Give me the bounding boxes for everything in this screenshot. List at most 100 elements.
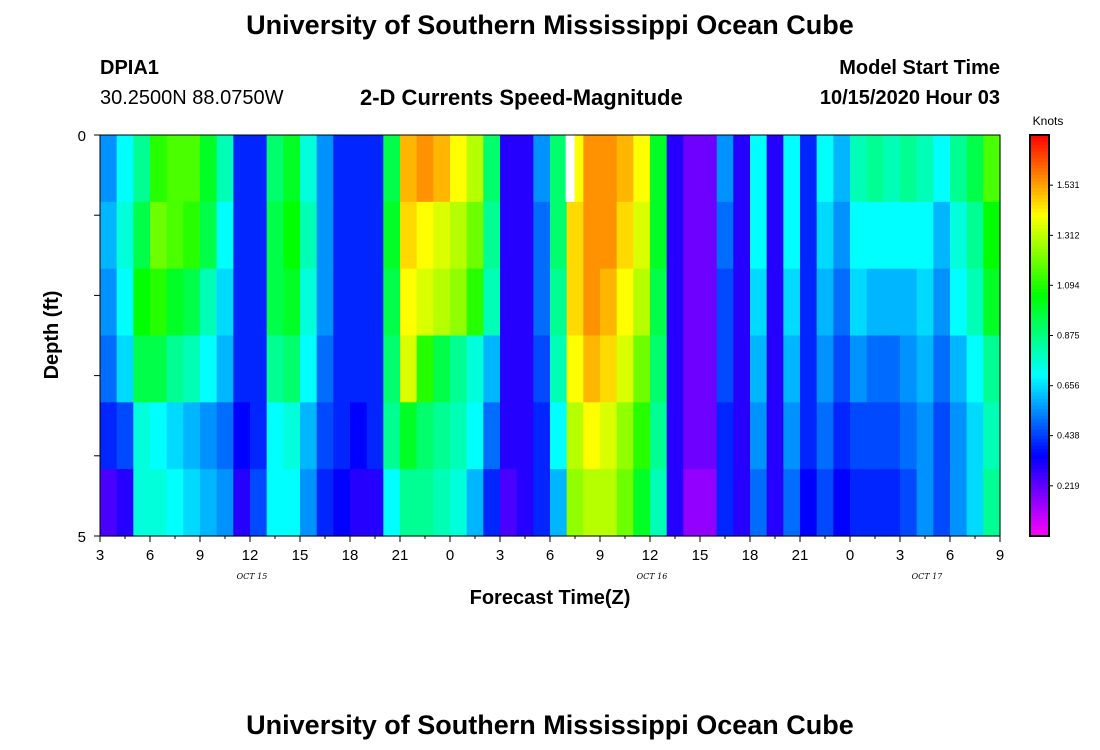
- heatmap-cell: [850, 402, 868, 470]
- colorbar-segment: [1030, 178, 1049, 183]
- heatmap-cell: [333, 335, 351, 403]
- colorbar-segment: [1030, 485, 1049, 490]
- colorbar-tick-label: 0.438: [1057, 431, 1080, 441]
- heatmap-cell: [983, 201, 1001, 270]
- heatmap-cell: [283, 201, 301, 270]
- heatmap-cell: [100, 335, 118, 403]
- colorbar-segment: [1030, 409, 1049, 413]
- x-tick-label: 18: [742, 547, 759, 564]
- colorbar-segment: [1030, 265, 1049, 270]
- heatmap-cell: [716, 402, 734, 470]
- x-tick-label: 9: [996, 547, 1004, 564]
- heatmap-cell: [500, 402, 518, 470]
- colorbar-segment: [1030, 221, 1049, 226]
- heatmap-cell: [950, 335, 968, 403]
- colorbar-segment: [1030, 165, 1049, 170]
- heatmap-cell: [433, 135, 451, 203]
- heatmap-cell: [233, 268, 251, 337]
- heatmap-cell: [283, 335, 301, 403]
- colorbar-segment: [1030, 135, 1049, 139]
- colorbar-segment: [1030, 372, 1049, 377]
- colorbar-segment: [1030, 492, 1049, 497]
- colorbar-segment: [1030, 469, 1049, 474]
- heatmap-cell: [233, 335, 251, 403]
- heatmap-cell: [816, 268, 834, 337]
- heatmap-cell: [583, 268, 601, 337]
- heatmap-cell: [633, 201, 651, 270]
- heatmap-cell: [666, 201, 684, 270]
- heatmap-cell: [933, 135, 951, 203]
- colorbar-segment: [1030, 479, 1049, 484]
- heatmap-cell: [883, 402, 901, 470]
- heatmap-cell: [383, 402, 401, 470]
- heatmap-cell: [500, 135, 518, 203]
- heatmap-cell: [100, 201, 118, 270]
- heatmap-cell: [666, 268, 684, 337]
- heatmap-cell: [183, 335, 201, 403]
- date-label: OCT 15: [237, 572, 268, 581]
- heatmap-cell: [800, 268, 818, 337]
- heatmap-cell: [950, 268, 968, 337]
- colorbar-segment: [1030, 342, 1049, 347]
- heatmap-cell: [633, 469, 651, 537]
- heatmap-cell: [716, 135, 734, 203]
- heatmap-cell: [350, 268, 368, 337]
- heatmap-cell: [333, 201, 351, 270]
- colorbar-segment: [1030, 519, 1049, 524]
- heatmap-cell: [833, 268, 851, 337]
- heatmap-cell: [433, 469, 451, 537]
- heatmap-cell: [350, 402, 368, 470]
- heatmap-cell: [783, 469, 801, 537]
- heatmap-cell: [783, 335, 801, 403]
- heatmap-cell: [866, 135, 884, 203]
- heatmap-cell: [900, 201, 918, 270]
- heatmap-cell: [850, 135, 868, 203]
- colorbar-segment: [1030, 378, 1049, 383]
- heatmap-cell: [750, 201, 768, 270]
- colorbar-segment: [1030, 211, 1049, 216]
- heatmap-cell: [733, 268, 751, 337]
- heatmap-cell: [850, 469, 868, 537]
- heatmap-cell: [683, 135, 701, 203]
- heatmap-cell: [783, 268, 801, 337]
- colorbar-segment: [1030, 455, 1049, 460]
- heatmap-cell: [283, 268, 301, 337]
- colorbar-segment: [1030, 148, 1049, 153]
- heatmap-cell: [150, 402, 168, 470]
- heatmap-cell: [133, 201, 151, 270]
- heatmap-cell: [200, 135, 218, 203]
- colorbar-segment: [1030, 248, 1049, 253]
- colorbar-segment: [1030, 338, 1049, 343]
- heatmap-cell: [600, 268, 618, 337]
- heatmap-cell: [366, 335, 384, 403]
- heatmap-cell: [700, 402, 718, 470]
- colorbar-segment: [1030, 168, 1049, 173]
- heatmap-cell: [616, 268, 634, 337]
- colorbar-tick-label: 1.531: [1057, 180, 1080, 190]
- heatmap-cell: [850, 268, 868, 337]
- heatmap-cell: [200, 469, 218, 537]
- date-label: OCT 16: [637, 572, 668, 581]
- heatmap-cell: [900, 268, 918, 337]
- colorbar-segment: [1030, 225, 1049, 230]
- heatmap-cell: [400, 135, 418, 203]
- heatmap-cell: [683, 469, 701, 537]
- heatmap-cell: [766, 469, 784, 537]
- heatmap-cell: [216, 335, 234, 403]
- heatmap-cell: [266, 135, 284, 203]
- heatmap-cell: [966, 335, 984, 403]
- x-tick-label: 9: [196, 547, 204, 564]
- heatmap-cell: [416, 469, 434, 537]
- heatmap-cell: [316, 469, 334, 537]
- heatmap-cell: [233, 469, 251, 537]
- heatmap-cell: [483, 135, 501, 203]
- heatmap-cell: [133, 135, 151, 203]
- heatmap-cell: [333, 135, 351, 203]
- heatmap-cell: [316, 402, 334, 470]
- heatmap-cell: [650, 201, 668, 270]
- heatmap-cell: [300, 335, 318, 403]
- heatmap-cell: [983, 268, 1001, 337]
- heatmap-cell: [300, 402, 318, 470]
- heatmap-cell: [366, 201, 384, 270]
- heatmap-cell: [133, 469, 151, 537]
